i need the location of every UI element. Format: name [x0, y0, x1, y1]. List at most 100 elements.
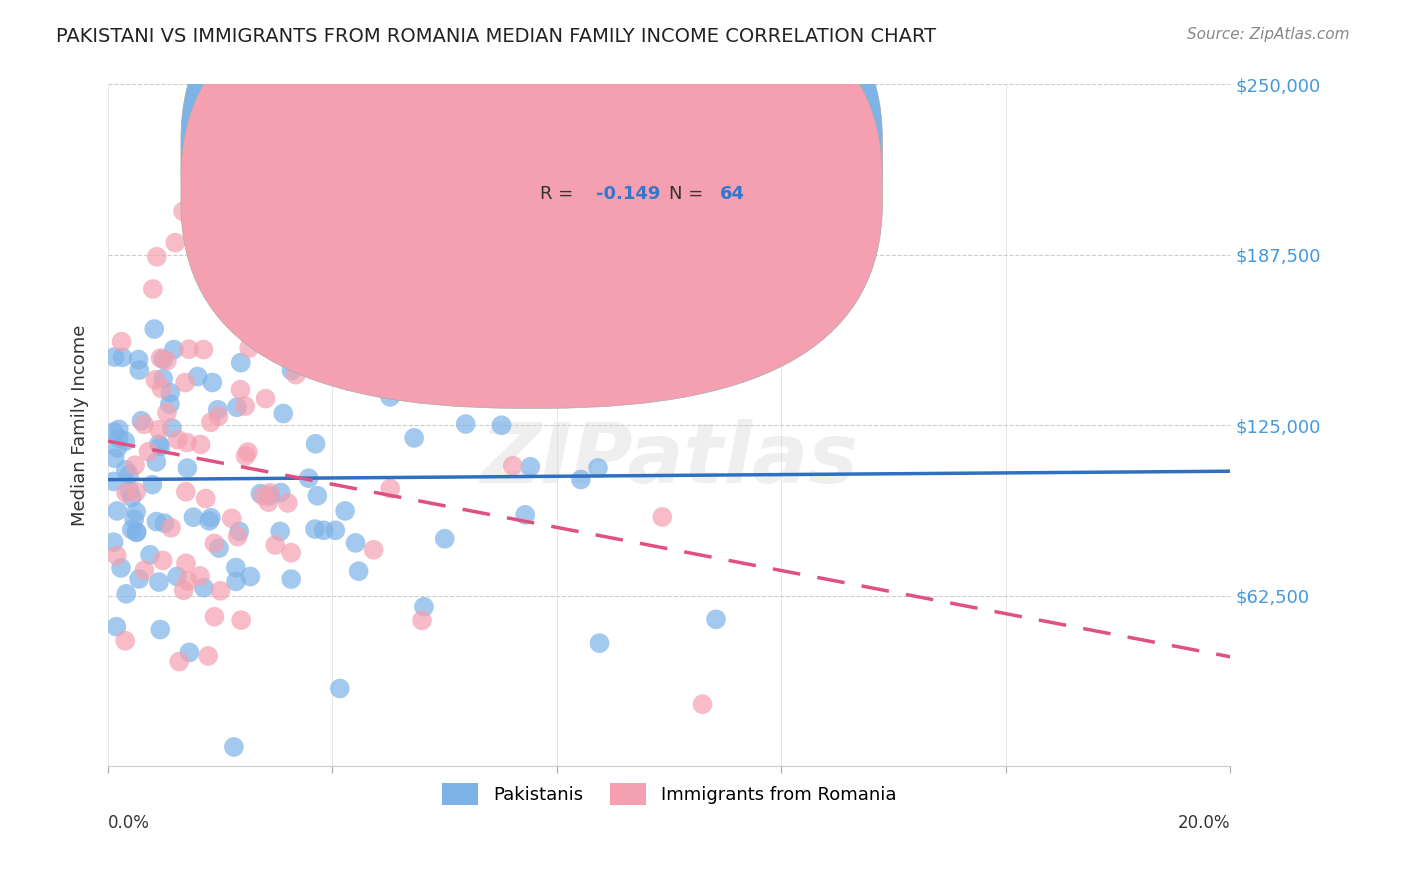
Point	[145, 455, 167, 469]
Point	[312, 523, 335, 537]
Point	[111, 351, 134, 365]
Point	[197, 648, 219, 663]
Point	[229, 383, 252, 397]
Point	[138, 444, 160, 458]
FancyBboxPatch shape	[181, 0, 883, 409]
Point	[259, 486, 281, 500]
Point	[149, 440, 172, 454]
Point	[153, 516, 176, 530]
Point	[207, 409, 229, 423]
Point	[276, 330, 298, 344]
Point	[413, 599, 436, 614]
Point	[193, 343, 215, 357]
Point	[236, 445, 259, 459]
Point	[207, 402, 229, 417]
Point	[231, 613, 253, 627]
Point	[177, 342, 200, 356]
Point	[298, 471, 321, 485]
Point	[252, 489, 274, 503]
Text: R =: R =	[540, 147, 579, 165]
Point	[121, 523, 143, 537]
Point	[238, 341, 260, 355]
Point	[519, 459, 541, 474]
Point	[333, 504, 356, 518]
Point	[569, 473, 592, 487]
Point	[173, 583, 195, 598]
Point	[651, 509, 673, 524]
Point	[233, 244, 256, 259]
Point	[304, 437, 326, 451]
Point	[198, 514, 221, 528]
Text: N =: N =	[669, 185, 709, 202]
Text: -0.149: -0.149	[596, 185, 661, 202]
Point	[478, 127, 501, 141]
Point	[148, 575, 170, 590]
Point	[433, 532, 456, 546]
Point	[280, 572, 302, 586]
Point	[128, 572, 150, 586]
Point	[125, 524, 148, 539]
Point	[329, 681, 352, 696]
Point	[149, 623, 172, 637]
Point	[125, 484, 148, 499]
Point	[176, 461, 198, 475]
Y-axis label: Median Family Income: Median Family Income	[72, 325, 89, 526]
Point	[176, 435, 198, 450]
Point	[704, 612, 727, 626]
Text: ZIPatlas: ZIPatlas	[481, 419, 858, 500]
Point	[380, 482, 402, 496]
Point	[201, 376, 224, 390]
Point	[103, 475, 125, 489]
Point	[166, 433, 188, 447]
Point	[515, 508, 537, 522]
Text: N =: N =	[669, 147, 709, 165]
Point	[193, 581, 215, 595]
Point	[177, 574, 200, 588]
Point	[281, 166, 304, 180]
Point	[378, 390, 401, 404]
Point	[128, 363, 150, 377]
Point	[115, 486, 138, 500]
Point	[163, 343, 186, 357]
Point	[156, 353, 179, 368]
Point	[222, 739, 245, 754]
Point	[491, 418, 513, 433]
Point	[517, 227, 540, 242]
Point	[108, 422, 131, 436]
Point	[149, 351, 172, 365]
Point	[132, 417, 155, 432]
Point	[165, 235, 187, 250]
Point	[280, 546, 302, 560]
Point	[304, 522, 326, 536]
Text: 64: 64	[720, 185, 745, 202]
Point	[107, 441, 129, 455]
Point	[233, 399, 256, 413]
Point	[156, 406, 179, 420]
Point	[105, 504, 128, 518]
Point	[200, 415, 222, 429]
Point	[259, 489, 281, 503]
Point	[270, 485, 292, 500]
Point	[239, 569, 262, 583]
Point	[152, 352, 174, 367]
Point	[411, 614, 433, 628]
Point	[128, 352, 150, 367]
Point	[146, 250, 169, 264]
Point	[103, 425, 125, 439]
Point	[103, 535, 125, 549]
Point	[586, 461, 609, 475]
Point	[105, 549, 128, 563]
Point	[271, 407, 294, 421]
Point	[115, 587, 138, 601]
Point	[114, 633, 136, 648]
Point	[226, 401, 249, 415]
Point	[194, 491, 217, 506]
Point	[118, 483, 141, 498]
Text: 93: 93	[720, 147, 745, 165]
Point	[160, 421, 183, 435]
Point	[174, 376, 197, 390]
Point	[167, 655, 190, 669]
Point	[134, 563, 156, 577]
Point	[277, 496, 299, 510]
Point	[502, 458, 524, 473]
